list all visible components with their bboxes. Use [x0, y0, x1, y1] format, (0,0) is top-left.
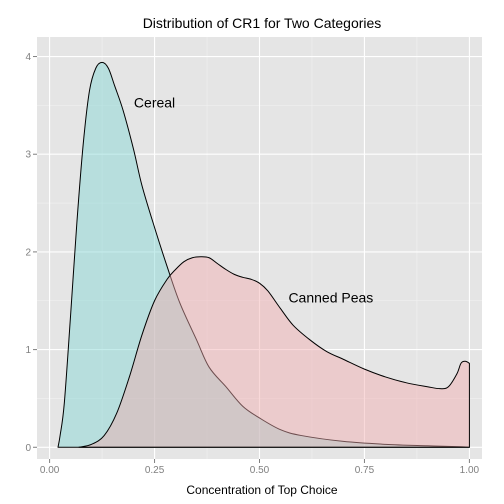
annotation-cereal: Cereal — [134, 94, 175, 110]
y-tick-label: 4 — [25, 52, 31, 63]
annotations: Cereal Canned Peas — [134, 94, 373, 305]
x-axis-title: Concentration of Top Choice — [186, 483, 338, 497]
y-tick-label: 3 — [25, 150, 31, 161]
x-axis: 0.00 0.25 0.50 0.75 1.00 — [40, 459, 480, 476]
x-tick-label: 0.00 — [40, 465, 60, 476]
y-tick-label: 1 — [25, 345, 31, 356]
x-tick-label: 0.75 — [355, 465, 375, 476]
y-axis: 0 1 2 3 4 — [25, 52, 37, 454]
x-tick-label: 0.25 — [145, 465, 165, 476]
density-area-canned-peas — [78, 256, 470, 448]
y-tick-label: 0 — [25, 443, 31, 454]
density-area-cereal — [57, 61, 470, 448]
annotation-canned-peas: Canned Peas — [288, 290, 373, 306]
x-tick-label: 1.00 — [460, 465, 480, 476]
chart-title: Distribution of CR1 for Two Categories — [143, 15, 382, 31]
x-tick-label: 0.50 — [250, 465, 270, 476]
density-areas — [57, 61, 470, 448]
y-tick-label: 2 — [25, 247, 31, 258]
